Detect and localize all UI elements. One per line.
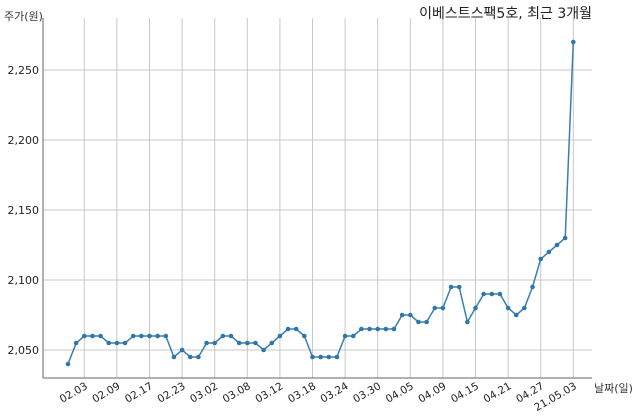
data-point — [350, 333, 356, 339]
data-point — [481, 291, 486, 297]
data-point — [571, 39, 576, 45]
y-tick-label: 2,250 — [8, 64, 40, 77]
data-point — [122, 340, 128, 346]
data-point — [424, 319, 429, 325]
y-tick-label: 2,050 — [8, 344, 40, 357]
data-point — [261, 347, 266, 353]
data-point — [391, 326, 397, 332]
data-point — [513, 312, 519, 318]
data-point — [269, 340, 275, 346]
data-point — [228, 333, 234, 339]
data-point — [432, 305, 438, 311]
data-point — [334, 354, 340, 360]
price-series-line — [67, 41, 575, 365]
data-point — [114, 340, 120, 346]
tick-layer: 2,050 2,100 2,150 2,200 2,250 02.03 02.09 02.17… — [8, 64, 579, 414]
data-point — [253, 340, 258, 346]
data-point — [326, 354, 332, 360]
data-point — [285, 326, 291, 332]
data-point — [82, 333, 87, 339]
data-point — [383, 326, 389, 332]
data-point — [546, 249, 552, 255]
data-point — [538, 256, 543, 262]
data-point — [98, 333, 103, 339]
data-point — [73, 340, 79, 346]
x-tick-label: 03.24 — [319, 380, 351, 406]
data-point — [179, 347, 185, 353]
x-tick-label: 03.08 — [221, 380, 253, 405]
data-point — [106, 340, 112, 346]
data-point — [473, 305, 478, 311]
x-tick-label: 03.30 — [351, 380, 383, 405]
data-point — [342, 333, 348, 339]
data-point — [163, 333, 169, 339]
data-point — [310, 354, 315, 360]
x-axis-label: 날짜(일) — [594, 381, 633, 395]
x-tick-label: 03.18 — [286, 380, 318, 405]
series-layer — [65, 39, 576, 367]
grid-layer — [43, 18, 592, 378]
data-point — [399, 312, 405, 318]
data-point — [65, 361, 71, 367]
data-point — [448, 284, 454, 290]
y-tick-label: 2,200 — [8, 134, 40, 147]
axis-layer — [42, 18, 592, 379]
data-point — [440, 305, 446, 311]
data-point — [277, 333, 283, 339]
x-tick-label: 02.09 — [90, 380, 122, 405]
x-tick-label: 02.03 — [58, 380, 90, 405]
data-point — [416, 319, 421, 325]
data-point — [196, 354, 201, 360]
data-point — [359, 326, 364, 332]
data-point — [212, 340, 217, 346]
chart-title: 이베스트스팩5호, 최근 3개월 — [419, 6, 592, 22]
x-tick-label: 03.02 — [188, 380, 220, 405]
data-point — [155, 333, 160, 339]
x-tick-label: 04.05 — [384, 380, 416, 405]
data-point — [554, 242, 560, 248]
data-point — [302, 333, 307, 339]
data-point — [497, 291, 503, 297]
data-point — [187, 354, 193, 360]
data-point — [456, 284, 462, 290]
data-point — [318, 354, 323, 360]
x-tick-label: 04.21 — [482, 380, 514, 405]
x-tick-label: 02.17 — [123, 380, 155, 405]
data-point — [139, 333, 144, 339]
data-point — [375, 326, 381, 332]
data-point — [465, 319, 470, 325]
data-point — [220, 333, 226, 339]
y-tick-label: 2,100 — [8, 274, 40, 287]
x-tick-label: 04.15 — [449, 380, 481, 405]
data-point — [204, 340, 209, 346]
data-point — [522, 305, 527, 311]
data-point — [505, 305, 511, 311]
data-point — [90, 333, 95, 339]
data-point — [489, 291, 495, 297]
x-tick-label: 04.09 — [416, 380, 448, 405]
data-point — [236, 340, 242, 346]
data-point — [171, 354, 177, 360]
data-point — [293, 326, 299, 332]
data-point — [147, 333, 152, 339]
data-point — [130, 333, 136, 339]
data-point — [245, 340, 250, 346]
x-tick-label: 03.12 — [253, 380, 285, 405]
data-point — [408, 312, 413, 318]
y-axis-label: 주가(원) — [4, 10, 43, 23]
x-tick-label: 02.23 — [156, 380, 188, 405]
data-point — [530, 284, 535, 290]
data-point — [562, 235, 568, 241]
y-tick-label: 2,150 — [8, 204, 40, 217]
data-point — [367, 326, 372, 332]
